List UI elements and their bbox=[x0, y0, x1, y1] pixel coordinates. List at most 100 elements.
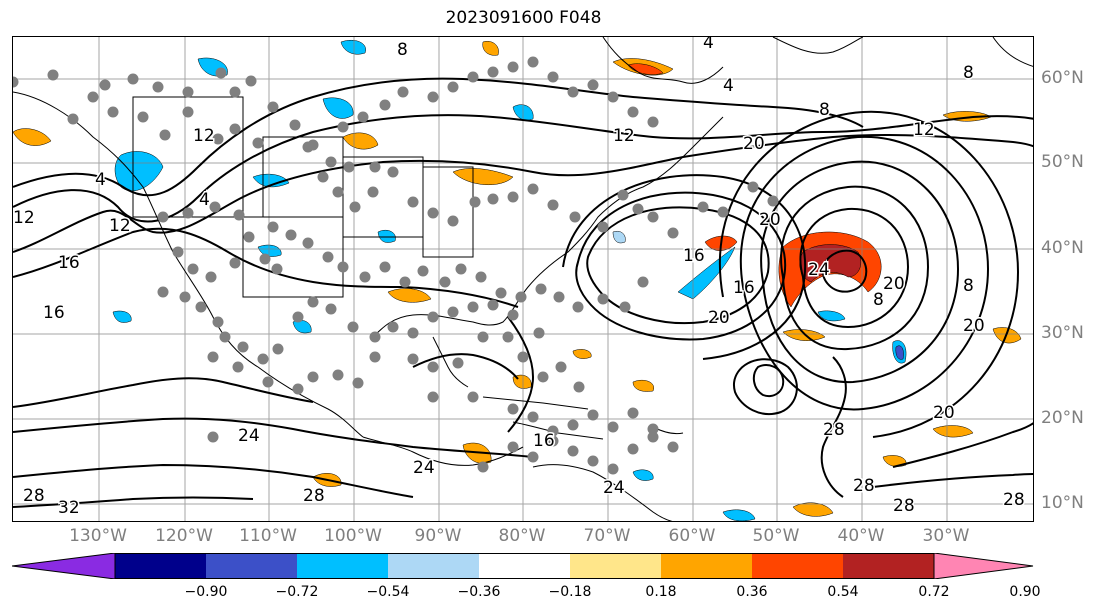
station-dot bbox=[569, 211, 581, 223]
station-dot bbox=[325, 156, 337, 168]
station-dot bbox=[349, 201, 361, 213]
station-dot bbox=[195, 301, 207, 313]
station-dot bbox=[452, 357, 464, 369]
contour-label: 28 bbox=[1003, 490, 1025, 510]
station-dot bbox=[127, 73, 139, 85]
contour-label: 16 bbox=[683, 246, 705, 266]
station-dot bbox=[307, 139, 319, 151]
station-dot bbox=[747, 181, 759, 193]
coastline bbox=[362, 436, 524, 466]
station-dot bbox=[399, 276, 411, 288]
station-dot bbox=[369, 161, 381, 173]
shaded-region bbox=[817, 310, 846, 322]
contour-label: 4 bbox=[723, 76, 734, 96]
colorbar-bin bbox=[388, 553, 479, 579]
station-dot bbox=[332, 369, 344, 381]
station-dot bbox=[379, 261, 391, 273]
station-dot bbox=[467, 391, 479, 403]
contour-line bbox=[13, 417, 534, 458]
contour-line bbox=[13, 463, 414, 498]
contour-line bbox=[575, 191, 787, 341]
colorbar-tick-label: −0.72 bbox=[275, 584, 319, 600]
colorbar-bin bbox=[206, 553, 297, 579]
contour-label: 24 bbox=[238, 426, 260, 446]
station-dot bbox=[427, 207, 439, 219]
contour-line bbox=[821, 249, 868, 293]
station-dot bbox=[647, 116, 659, 128]
contour-label: 20 bbox=[963, 316, 985, 336]
contour-label: 4 bbox=[95, 170, 106, 190]
station-dot bbox=[243, 231, 255, 243]
station-dot bbox=[229, 86, 241, 98]
station-dot bbox=[179, 291, 191, 303]
station-dot bbox=[215, 67, 227, 79]
coastline bbox=[992, 37, 1033, 67]
station-dot bbox=[632, 203, 644, 215]
station-dot bbox=[99, 79, 111, 91]
station-dot bbox=[369, 351, 381, 363]
contour-label: 24 bbox=[413, 458, 435, 478]
station-dot bbox=[495, 287, 507, 299]
station-dot bbox=[455, 263, 467, 275]
contour-label: 16 bbox=[733, 278, 755, 298]
station-dot bbox=[87, 91, 99, 103]
contour-label: 28 bbox=[823, 420, 845, 440]
contour-label: 12 bbox=[193, 126, 215, 146]
station-dot bbox=[237, 341, 249, 353]
contour-line bbox=[739, 135, 990, 411]
coastline bbox=[532, 464, 673, 521]
station-dot bbox=[627, 407, 639, 419]
contour-line bbox=[13, 377, 314, 408]
station-dot bbox=[289, 119, 301, 131]
station-dot bbox=[447, 215, 459, 227]
contour-line bbox=[780, 185, 930, 351]
contour-label: 16 bbox=[43, 303, 65, 323]
station-dot bbox=[427, 361, 439, 373]
shaded-field-layer bbox=[13, 39, 1022, 521]
station-dot bbox=[229, 257, 241, 269]
station-dot bbox=[352, 377, 364, 389]
station-dot bbox=[647, 211, 659, 223]
station-dot bbox=[219, 331, 231, 343]
contour-label: 4 bbox=[199, 190, 210, 210]
station-dot bbox=[553, 291, 565, 303]
contour-label: 8 bbox=[963, 63, 974, 83]
station-dot bbox=[517, 351, 529, 363]
shaded-region bbox=[112, 310, 132, 323]
station-dot bbox=[267, 221, 279, 233]
contour-label: 12 bbox=[613, 126, 635, 146]
contour-line bbox=[412, 353, 519, 380]
shaded-region bbox=[114, 151, 164, 192]
colorbar-bin bbox=[570, 553, 661, 579]
station-dot bbox=[607, 463, 619, 475]
coastline bbox=[772, 37, 864, 54]
station-dot bbox=[387, 321, 399, 333]
station-dot bbox=[527, 411, 539, 423]
station-dot bbox=[527, 56, 539, 68]
shaded-region bbox=[340, 39, 366, 55]
shaded-region bbox=[387, 288, 432, 303]
station-dot bbox=[417, 265, 429, 277]
station-dot bbox=[232, 361, 244, 373]
contour-line bbox=[820, 356, 847, 498]
shaded-region bbox=[342, 132, 379, 150]
contour-line bbox=[13, 496, 254, 508]
station-dot bbox=[627, 443, 639, 455]
station-dot bbox=[627, 106, 639, 118]
shaded-region bbox=[612, 231, 626, 244]
station-dot bbox=[667, 227, 679, 239]
shaded-region bbox=[722, 509, 756, 521]
colorbar-tick-label: 0.36 bbox=[736, 584, 768, 600]
station-dot bbox=[337, 121, 349, 133]
station-dot bbox=[379, 99, 391, 111]
station-dot bbox=[547, 71, 559, 83]
colorbar-bin bbox=[115, 553, 206, 579]
station-dot bbox=[547, 425, 559, 437]
station-dot bbox=[475, 271, 487, 283]
station-dot bbox=[229, 123, 241, 135]
latitude-tick-label: 30°N bbox=[1041, 323, 1084, 343]
station-dot bbox=[573, 381, 585, 393]
contour-label: 24 bbox=[808, 260, 830, 280]
colorbar-tick-label: −0.90 bbox=[184, 584, 228, 600]
